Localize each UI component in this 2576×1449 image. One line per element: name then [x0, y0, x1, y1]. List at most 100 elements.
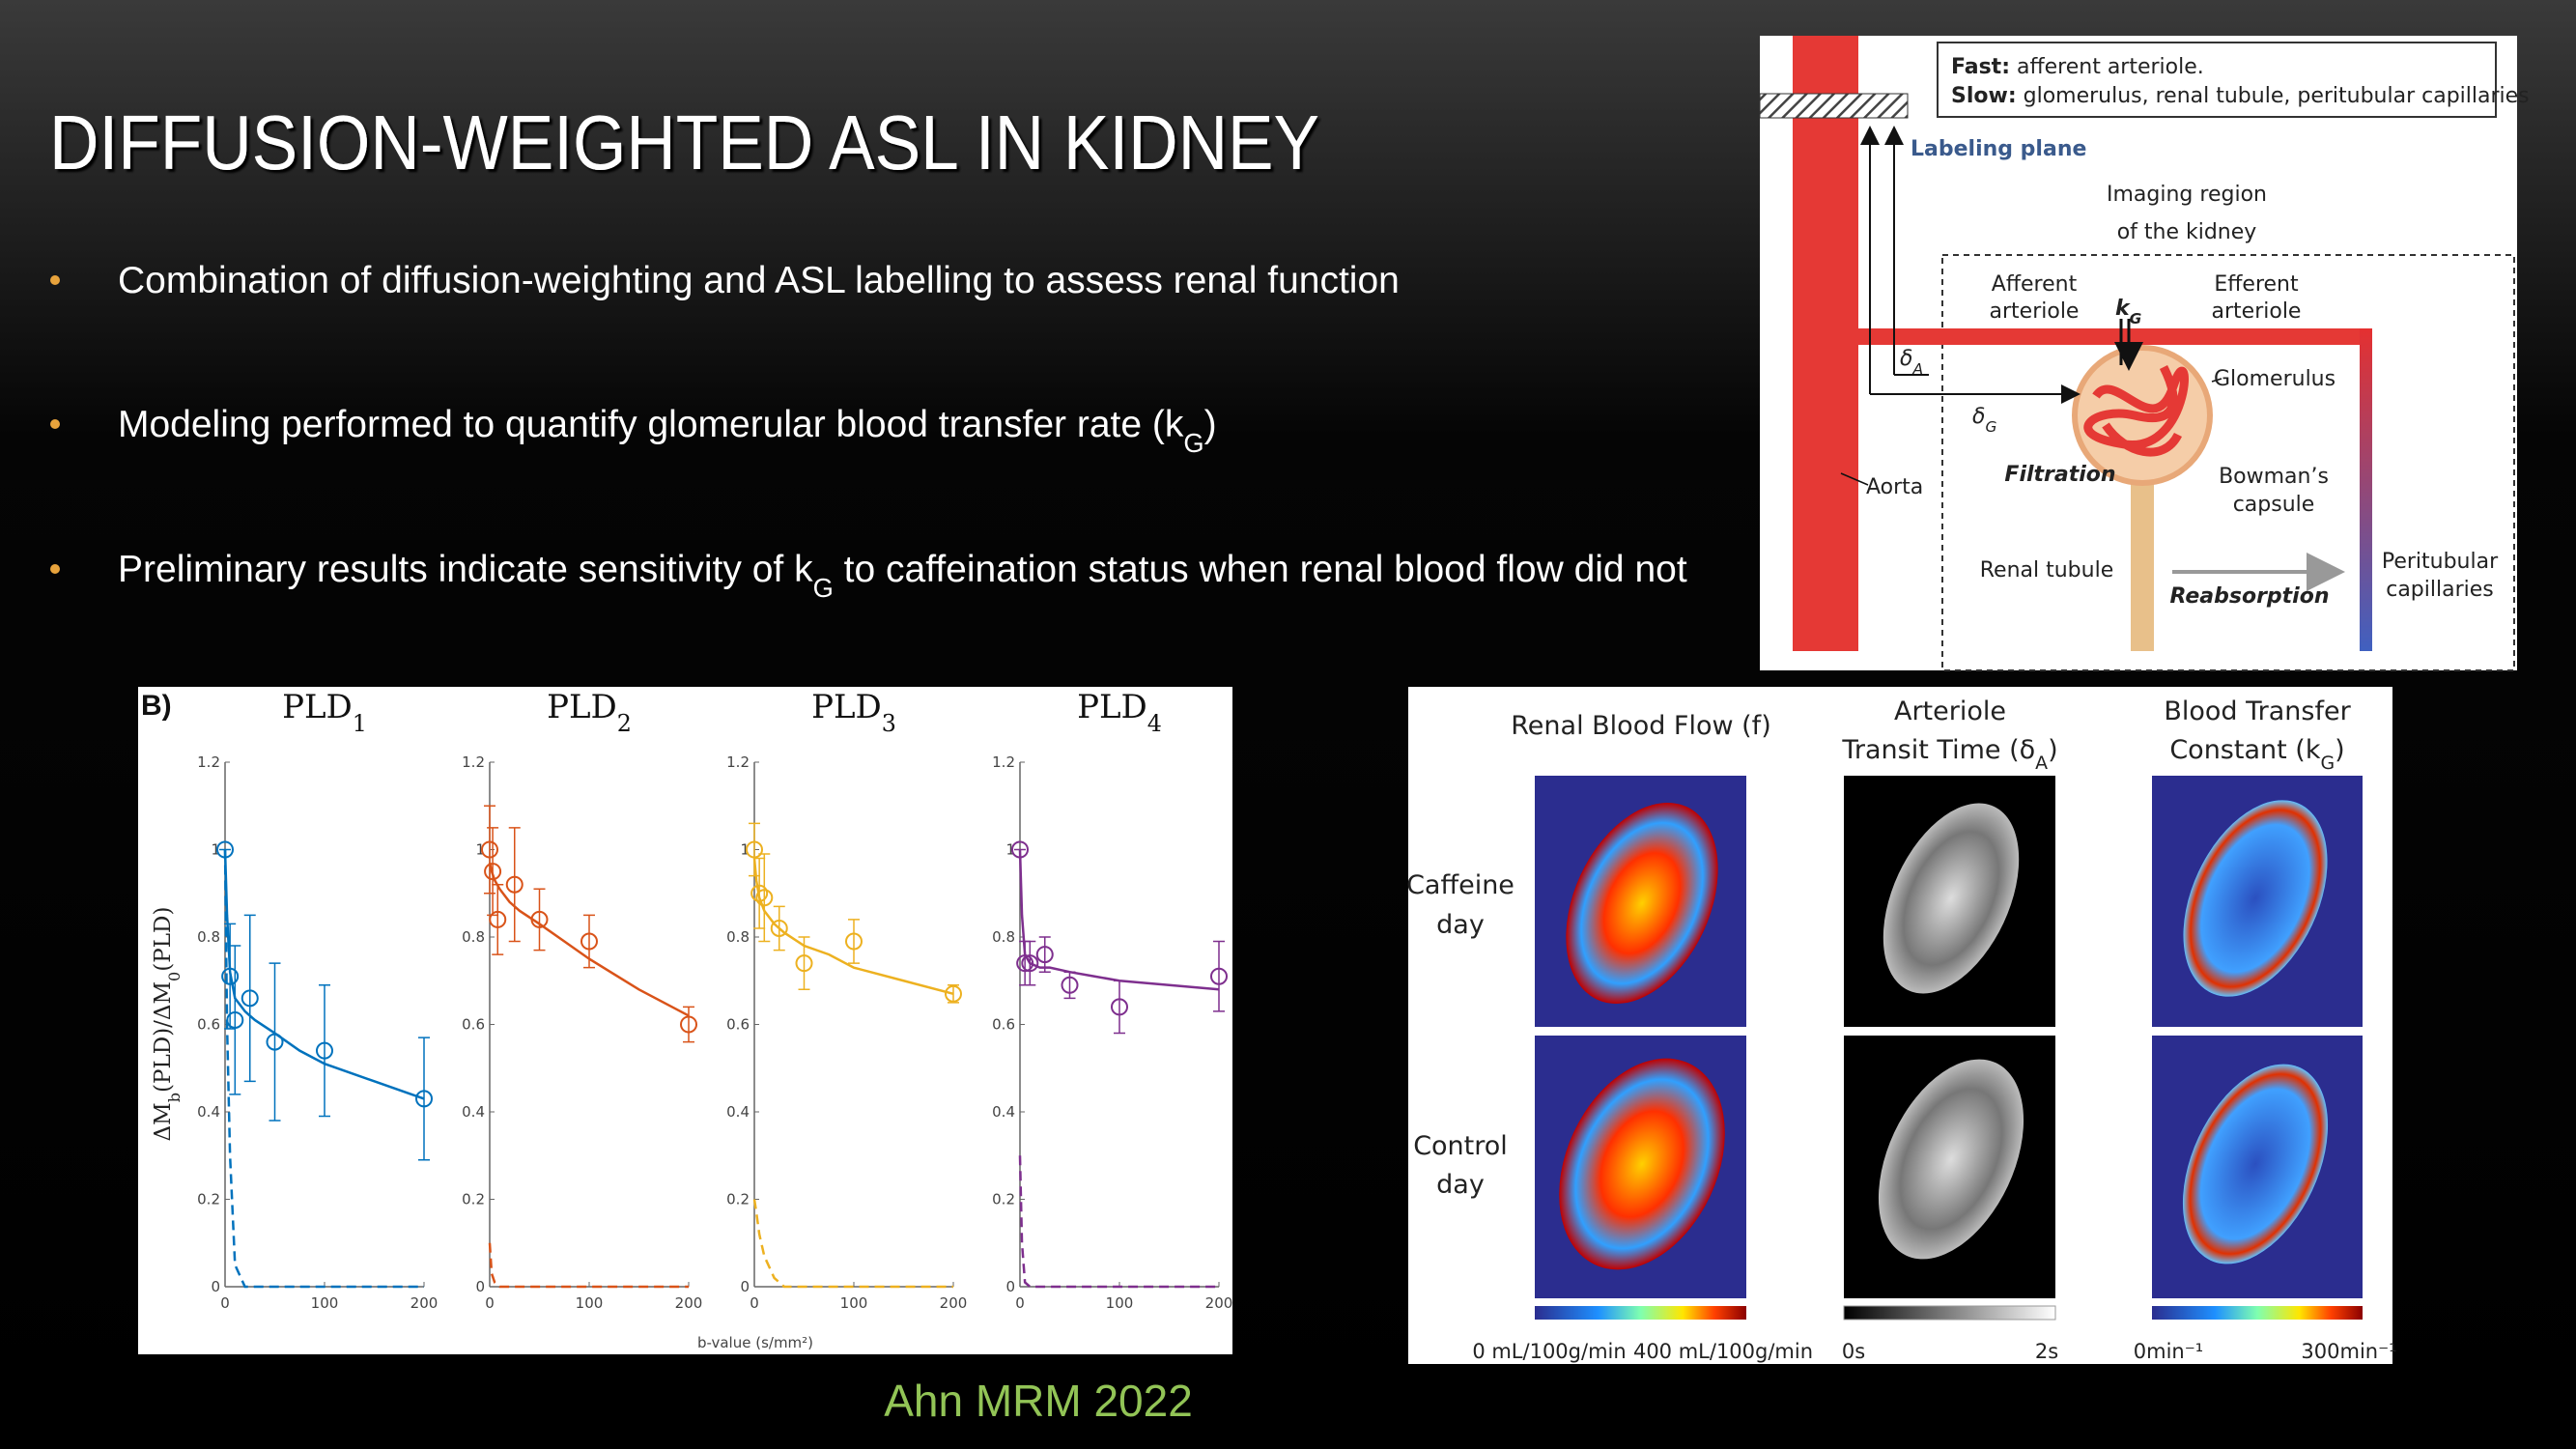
- data-point: [680, 1015, 697, 1034]
- x-tick-label: 100: [311, 1294, 339, 1312]
- y-tick-label: 1: [740, 841, 750, 859]
- error-bar: [319, 984, 330, 1118]
- glomerulus-label: Glomerulus: [2214, 367, 2335, 391]
- delta-g-label-part: G: [1985, 418, 1996, 436]
- error-bar: [948, 984, 959, 1004]
- kidney: [1566, 803, 1718, 1004]
- y-tick-label: 0.6: [462, 1016, 485, 1034]
- column-header: Blood Transfer: [2164, 696, 2351, 726]
- column-header: Arteriole: [1894, 696, 2006, 726]
- colorbar-label: 0min⁻¹: [2134, 1340, 2203, 1363]
- data-point: [530, 910, 549, 928]
- y-axis-label-part: 0: [165, 972, 184, 981]
- panel-title-part: 4: [1147, 710, 1162, 737]
- leader: [1840, 472, 1869, 486]
- arrow: [2121, 319, 2129, 365]
- error-bar: [533, 888, 546, 952]
- citation: Ahn MRM 2022: [884, 1376, 1193, 1426]
- legend-box: [1937, 42, 2497, 118]
- colorbar: [2152, 1306, 2363, 1320]
- y-tick-label: 0.4: [992, 1103, 1015, 1121]
- legend-text: afferent arteriole.: [2010, 55, 2204, 79]
- data-point: [481, 840, 498, 859]
- k-g-label-part: k: [2115, 297, 2131, 321]
- data-point: [750, 884, 769, 902]
- colorbar-label: 300min⁻¹: [2301, 1340, 2396, 1363]
- column-header-part: Transit Time (δ: [1841, 735, 2035, 765]
- y-tick-label: 0.2: [992, 1191, 1015, 1208]
- y-tick-label: 0.8: [992, 928, 1015, 946]
- y-tick-label: 0.4: [462, 1103, 485, 1121]
- data-point: [1035, 946, 1054, 964]
- y-axis-label-part: ΔM: [151, 1102, 176, 1141]
- column-header-part: G: [2320, 753, 2335, 774]
- row-label: day: [1436, 910, 1485, 940]
- x-tick-label: 0: [485, 1294, 495, 1312]
- error-bar: [683, 1006, 694, 1043]
- error-bar: [1038, 936, 1051, 973]
- legend-fast: Fast: afferent arteriole.: [1951, 55, 2204, 79]
- fit-curve: [223, 849, 425, 1100]
- error-bar: [487, 827, 499, 917]
- row-label: Control: [1413, 1131, 1508, 1161]
- colorbar-label: 2s: [2035, 1340, 2058, 1363]
- bullet-part: Combination of diffusion-weighting and A…: [118, 260, 1400, 301]
- data-point: [1011, 840, 1029, 859]
- panel-title-part: 1: [353, 710, 367, 737]
- column-header: Constant (kG): [2169, 735, 2344, 774]
- bullet: Combination of diffusion-weighting and A…: [118, 260, 1400, 301]
- kidney: [2183, 800, 2328, 997]
- data-point: [484, 863, 502, 881]
- imaging-region-label: Imaging region: [2107, 183, 2267, 207]
- error-bar: [492, 883, 504, 955]
- panel-title-part: PLD: [547, 688, 617, 726]
- imaging-region-label: of the kidney: [2117, 220, 2257, 244]
- column-header-part: Arteriole: [1894, 696, 2006, 726]
- x-tick-label: 200: [940, 1294, 968, 1312]
- filtration-label: Filtration: [2004, 463, 2115, 487]
- y-tick-label: 0.8: [197, 928, 220, 946]
- panel-title-part: PLD: [282, 688, 353, 726]
- x-tick-label: 200: [675, 1294, 703, 1312]
- peritubular-label: Peritubular: [2382, 550, 2499, 574]
- dashed-curve: [223, 849, 424, 1289]
- y-tick-label: 0: [211, 1278, 220, 1295]
- delta-g-label-part: δ: [1972, 405, 1985, 429]
- labeling-plate: [1759, 93, 1909, 119]
- data-point: [1016, 954, 1034, 973]
- data-point: [1061, 976, 1079, 994]
- x-tick-label: 0: [220, 1294, 230, 1312]
- row-label: Caffeine: [1406, 870, 1514, 900]
- dashed-curve: [1018, 1155, 1219, 1289]
- artery: [1858, 328, 2372, 345]
- panel-title: PLD4: [1077, 688, 1162, 737]
- delta-a-label-part: A: [1911, 360, 1923, 378]
- y-axis-label-part: (PLD)/ΔM: [151, 981, 176, 1093]
- data-point: [216, 840, 234, 859]
- error-bar: [1063, 971, 1076, 1000]
- efferent-label: arteriole: [2212, 299, 2302, 324]
- bullet-part: G: [1183, 428, 1203, 458]
- column-header-part: Renal Blood Flow (f): [1511, 711, 1770, 741]
- dashed-curve: [752, 1199, 953, 1289]
- error-bar: [848, 919, 860, 964]
- y-tick-label: 0.4: [726, 1103, 750, 1121]
- x-tick-label: 0: [1015, 1294, 1025, 1312]
- data-point: [755, 889, 774, 907]
- panel-title-part: 2: [617, 710, 632, 737]
- error-bar: [583, 914, 595, 969]
- bullet-dot: [50, 419, 60, 429]
- y-axis-label-part: (PLD): [151, 907, 176, 972]
- error-bar: [749, 822, 760, 877]
- afferent-label: Afferent: [1992, 272, 2078, 297]
- data-point: [580, 932, 598, 951]
- error-bar: [753, 857, 766, 929]
- panel-title: PLD2: [547, 688, 632, 737]
- data-point: [226, 1010, 244, 1029]
- panel-title: PLD3: [811, 688, 896, 737]
- x-tick-label: 100: [1106, 1294, 1134, 1312]
- y-tick-label: 1: [211, 841, 220, 859]
- y-tick-label: 0.6: [726, 1016, 750, 1034]
- reabsorption-label: Reabsorption: [2170, 584, 2330, 609]
- data-point: [1111, 998, 1128, 1016]
